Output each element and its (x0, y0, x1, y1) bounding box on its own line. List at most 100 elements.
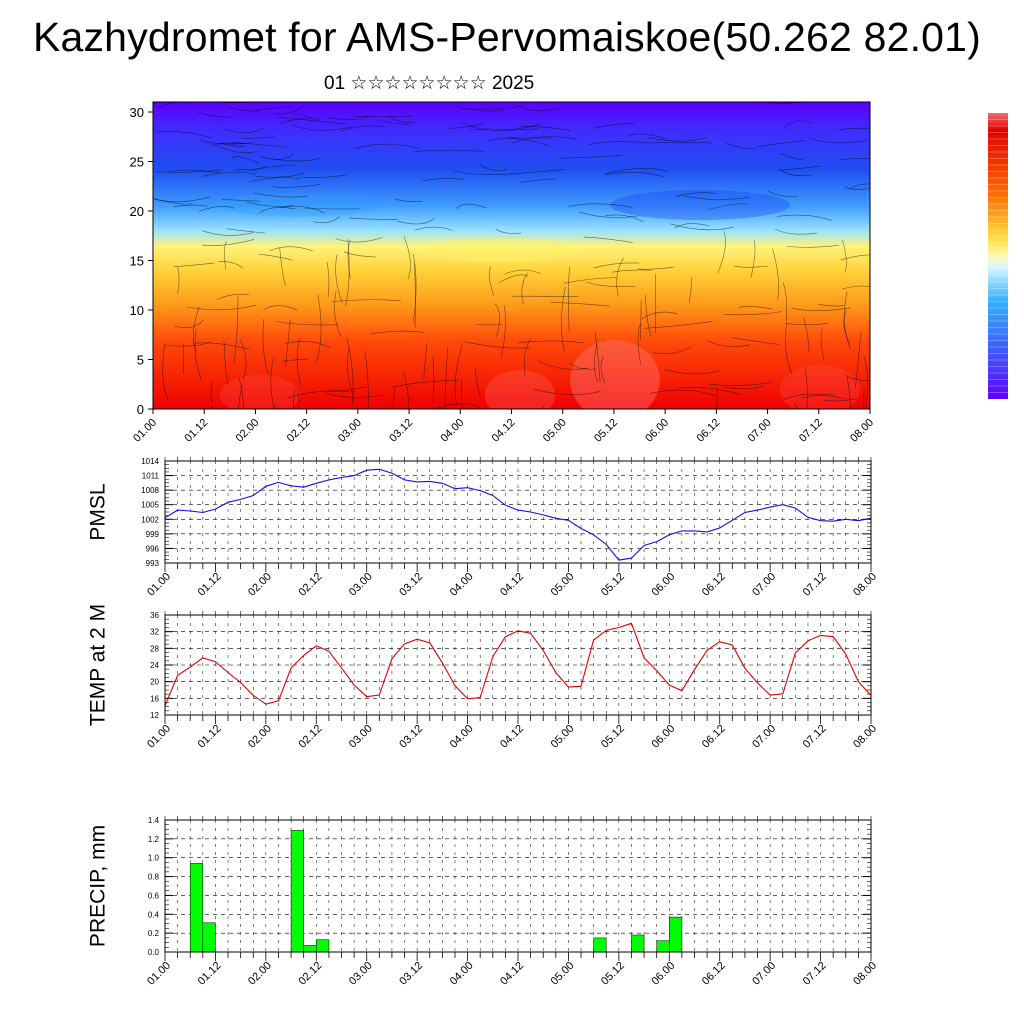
streamline (414, 149, 484, 152)
streamline (779, 166, 821, 171)
streamline (391, 380, 459, 388)
streamline (463, 341, 531, 349)
x-tick-label: 06.00 (649, 571, 677, 599)
streamline (561, 286, 566, 352)
streamline (488, 266, 495, 296)
streamline (255, 106, 290, 111)
x-tick-label: 05.00 (549, 571, 577, 599)
x-tick-label: 03.00 (347, 571, 375, 599)
streamline (707, 340, 750, 347)
streamline (606, 168, 667, 174)
streamline (364, 350, 369, 409)
streamline (194, 329, 202, 380)
streamline (279, 247, 286, 286)
streamline (241, 136, 275, 139)
streamline (626, 133, 668, 140)
streamline (291, 113, 319, 121)
streamline (786, 244, 840, 248)
streamline (327, 386, 366, 392)
streamline (842, 240, 847, 273)
y-tick-label: 993 (146, 559, 160, 568)
x-tick-label: 05.12 (599, 960, 627, 988)
streamline (279, 117, 347, 125)
x-tick-label: 02.00 (234, 417, 262, 445)
streamline (177, 267, 180, 295)
streamline (803, 317, 810, 352)
streamline (494, 303, 500, 337)
y-tick-label: 25 (130, 155, 144, 170)
streamline (550, 302, 610, 307)
x-tick-label: 05.00 (549, 723, 577, 751)
precip-bar (290, 830, 304, 953)
y-tick-label: 1008 (141, 486, 159, 495)
streamline (169, 169, 221, 174)
streamline (568, 266, 571, 332)
y-tick-label: 12 (150, 711, 159, 720)
streamline (279, 117, 313, 124)
streamline (284, 341, 331, 349)
panel-frame (164, 614, 872, 716)
x-tick-label: 08.00 (848, 417, 876, 445)
heatmap-x-axis: 01.00 01.12 02.00 02.12 03.00 03.12 04.00 04.12… (131, 409, 876, 445)
streamline (238, 385, 243, 409)
streamline (285, 319, 291, 367)
y-tick-label: 1.0 (148, 854, 160, 863)
x-tick-label: 08.00 (851, 723, 879, 751)
streamline (303, 174, 348, 178)
streamline (216, 294, 250, 301)
streamline (794, 403, 798, 409)
streamline (750, 240, 756, 278)
streamline (842, 285, 870, 290)
heatmap-blobs (153, 102, 870, 409)
y-tick-label: 32 (150, 628, 159, 637)
streamline (537, 360, 590, 370)
x-tick-label: 07.12 (801, 960, 829, 988)
streamline (331, 299, 401, 302)
streamline (302, 207, 360, 210)
streamline (504, 269, 541, 275)
streamline (521, 272, 528, 305)
precip-bar (656, 940, 670, 953)
streamline (801, 395, 846, 400)
y-tick-label: 5 (137, 353, 144, 368)
streamline (460, 378, 463, 409)
streamline (403, 372, 409, 409)
streamline (238, 377, 245, 409)
temperature-profile-heatmap: 0 5 10 15 20 25 30 01.00 01.12 02.00 02.12 03.00 03… (130, 101, 876, 445)
streamline (246, 201, 294, 207)
streamline (855, 331, 862, 388)
streamline (559, 155, 623, 159)
x-tick-label: 05.00 (549, 960, 577, 988)
streamline (231, 156, 260, 164)
streamline (709, 381, 771, 386)
x-tick-label: 03.12 (387, 417, 415, 445)
series-line (164, 468, 872, 561)
streamline (785, 322, 828, 326)
streamline (765, 102, 806, 104)
chart-title: Kazhydromet for AMS-Pervomaiskoe(50.262 … (32, 14, 982, 60)
streamline (250, 164, 296, 171)
streamline (260, 153, 295, 160)
streamline (461, 122, 492, 130)
x-tick-label: 05.12 (592, 417, 620, 445)
streamline (674, 223, 710, 229)
streamline (637, 323, 641, 365)
streamline (274, 404, 276, 409)
streamline (785, 321, 793, 375)
streamline (280, 205, 325, 214)
streamline (346, 337, 354, 406)
y-tick-label: 20 (150, 678, 159, 687)
streamline (291, 124, 352, 131)
streamline (158, 102, 193, 108)
streamline (198, 206, 235, 212)
x-tick-label: 01.12 (196, 723, 224, 751)
streamline (519, 178, 557, 183)
precip-bar (303, 945, 317, 953)
x-tick-label: 03.00 (347, 723, 375, 751)
streamline (843, 309, 850, 344)
streamline (734, 265, 769, 268)
streamline (717, 230, 726, 274)
streamline (669, 223, 735, 231)
streamline (823, 398, 858, 402)
x-tick-label: 04.00 (448, 571, 476, 599)
